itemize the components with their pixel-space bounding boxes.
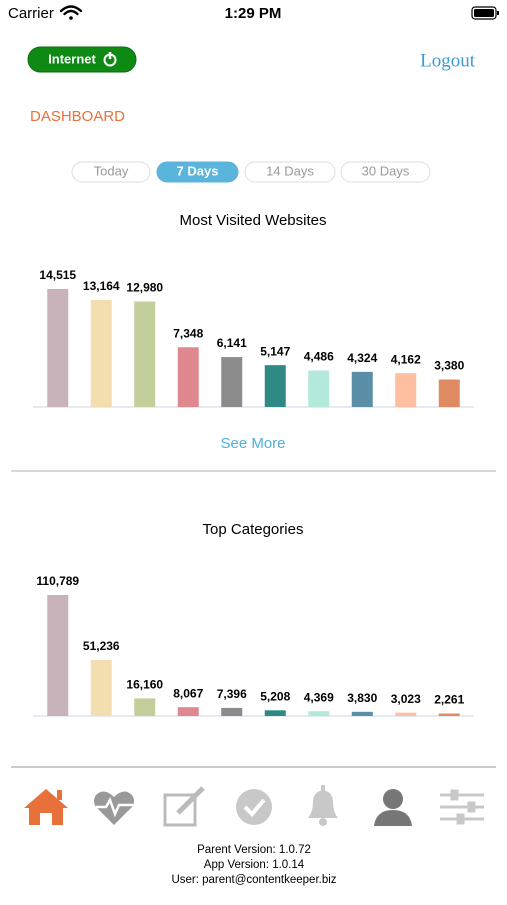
chart-title: Most Visited Websites [179, 212, 326, 229]
value-label: 3,023 [391, 692, 421, 706]
bar [438, 379, 460, 407]
value-label: 4,369 [304, 690, 334, 704]
footer-line: Parent Version: 1.0.72 [197, 844, 311, 856]
bar [221, 357, 243, 407]
bar [351, 371, 373, 407]
tab[interactable] [340, 161, 431, 183]
bar [221, 707, 243, 716]
value-label: 51,236 [83, 639, 120, 653]
value-label: 4,486 [304, 350, 334, 364]
internet-label[interactable]: Internet [48, 51, 96, 66]
value-label: 16,160 [126, 678, 163, 692]
value-label: 14,515 [39, 268, 76, 282]
value-label: 7,396 [217, 687, 247, 701]
tab-label[interactable]: 14 Days [266, 163, 314, 178]
wifi-icon [59, 5, 83, 20]
bar [90, 660, 112, 716]
battery-icon [471, 6, 499, 20]
chart-title: Top Categories [203, 521, 304, 538]
bar [351, 711, 373, 716]
tab-label[interactable]: Today [94, 163, 129, 178]
bar [90, 299, 112, 407]
period-tabs: Today 7 Days 14 Days 30 Days [71, 161, 431, 183]
value-label: 4,162 [391, 352, 421, 366]
tab-label[interactable]: 7 Days [177, 163, 219, 178]
value-label: 5,208 [260, 689, 290, 703]
bar [395, 373, 417, 407]
bar [308, 370, 330, 407]
clock: 1:29 PM [225, 5, 282, 22]
bar [177, 707, 199, 716]
tab[interactable] [244, 161, 336, 183]
check-icon[interactable] [236, 789, 272, 825]
bar [47, 595, 69, 716]
edit-icon[interactable] [163, 786, 205, 827]
bar [395, 712, 417, 716]
internet-button[interactable]: Internet [27, 46, 137, 73]
profile-icon[interactable] [374, 789, 412, 826]
settings-icon[interactable] [440, 789, 484, 825]
home-icon[interactable] [24, 789, 68, 825]
bar [134, 698, 156, 716]
bell-icon[interactable] [308, 785, 338, 826]
bar [438, 713, 460, 716]
bar [264, 365, 286, 407]
section-title: DASHBOARD [30, 108, 125, 125]
bar [264, 710, 286, 716]
tab-label[interactable]: 30 Days [362, 163, 410, 178]
value-label: 2,261 [434, 693, 464, 707]
value-label: 8,067 [173, 686, 203, 700]
bar [47, 289, 69, 407]
value-label: 110,789 [36, 574, 79, 588]
see-more-link[interactable]: See More [220, 435, 285, 452]
value-label: 3,830 [347, 691, 377, 705]
footer-line: App Version: 1.0.14 [204, 859, 305, 871]
tab[interactable] [156, 161, 239, 183]
value-label: 3,380 [434, 359, 464, 373]
health-icon[interactable] [94, 791, 134, 825]
value-label: 7,348 [173, 326, 203, 340]
bar [134, 301, 156, 407]
bar [177, 347, 199, 407]
value-label: 4,324 [347, 351, 377, 365]
logout-link[interactable]: Logout [420, 50, 476, 71]
value-label: 5,147 [260, 344, 290, 358]
value-label: 6,141 [217, 336, 247, 350]
value-label: 12,980 [126, 281, 163, 295]
value-label: 13,164 [83, 279, 120, 293]
footer-line: User: parent@contentkeeper.biz [171, 874, 336, 886]
tab[interactable] [71, 161, 151, 183]
charts: Most Visited Websites 14,515 13,164 12,980 7… [33, 212, 474, 717]
carrier: Carrier [8, 5, 54, 22]
bar [308, 711, 330, 716]
